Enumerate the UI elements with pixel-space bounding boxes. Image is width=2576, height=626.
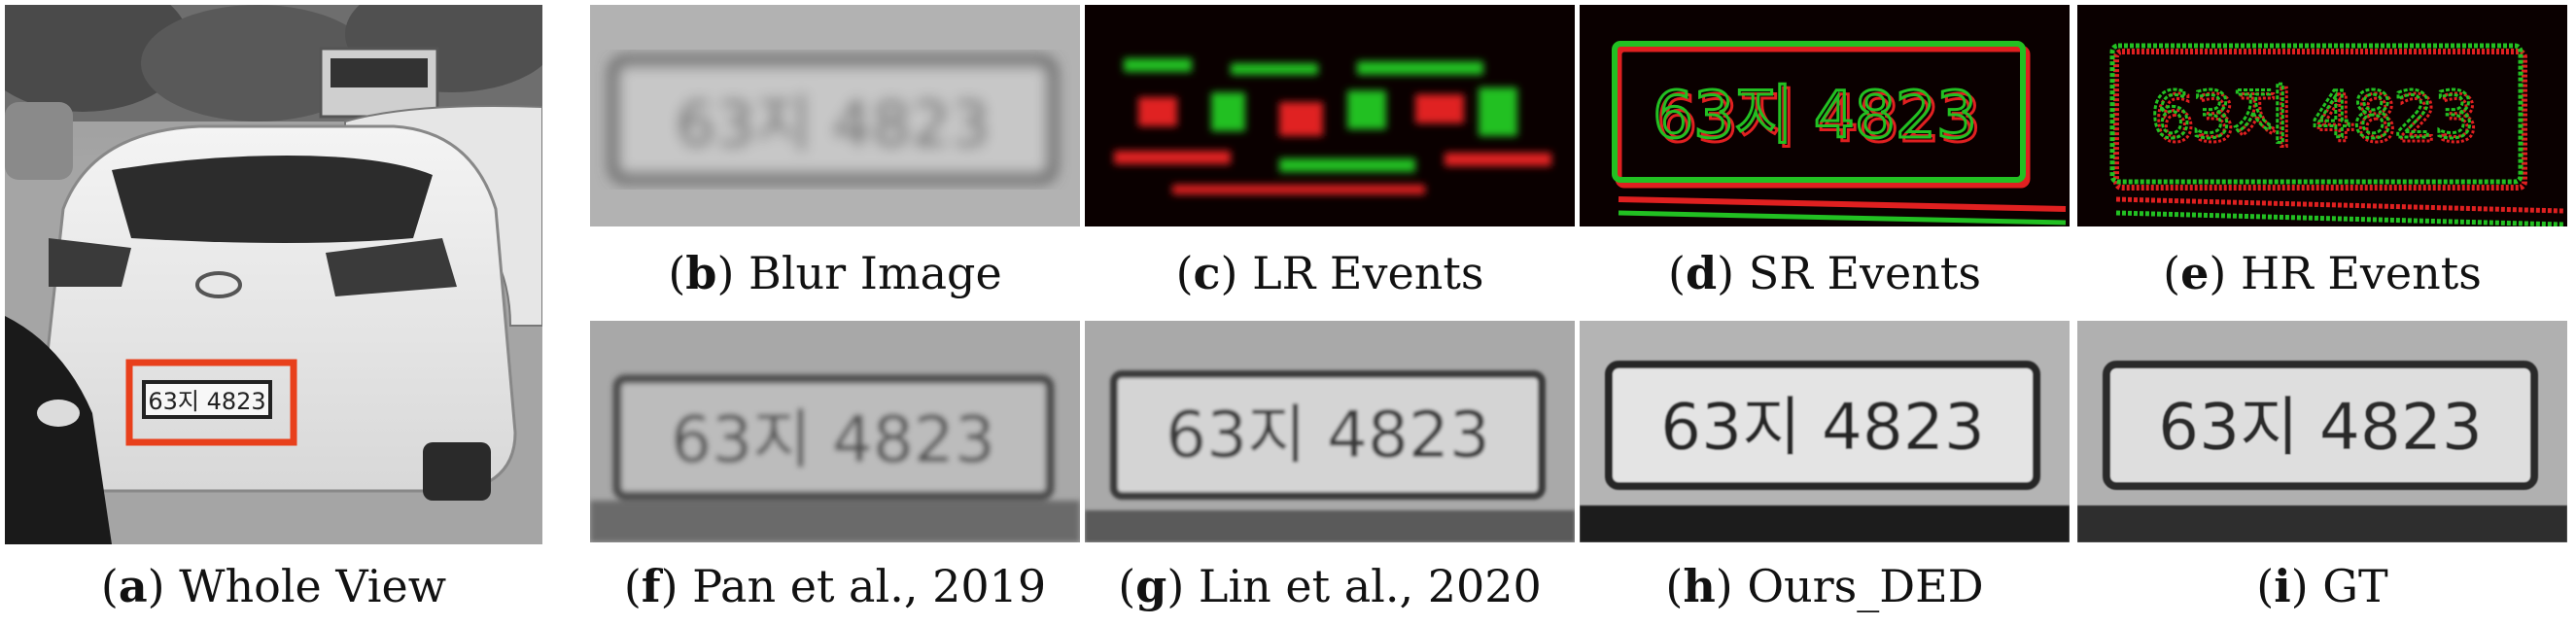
caption-c-letter: c bbox=[1193, 247, 1221, 299]
plate-text-lin: 63지 4823 bbox=[1166, 398, 1490, 472]
caption-a-letter: a bbox=[118, 560, 148, 612]
plate-text-ours: 63지 4823 bbox=[1660, 390, 1985, 465]
panel-a-whole-view: 63지 4823 bbox=[5, 5, 542, 544]
caption-d-letter: d bbox=[1685, 247, 1718, 299]
caption-i-letter: i bbox=[2274, 560, 2291, 612]
caption-b: (b) Blur Image bbox=[668, 247, 1002, 299]
panel-b-blur-image: 63지 4823 bbox=[590, 5, 1080, 226]
plate-text-hr-red: 63지 4823 bbox=[2154, 82, 2479, 156]
caption-i-text: GT bbox=[2322, 560, 2388, 612]
panel-c-lr-events bbox=[1085, 5, 1575, 226]
caption-f-text: Pan et al., 2019 bbox=[692, 560, 1047, 612]
caption-d: (d) SR Events bbox=[1668, 247, 1981, 299]
caption-g-letter: g bbox=[1135, 560, 1167, 612]
plate-text-pan: 63지 4823 bbox=[671, 402, 995, 477]
caption-h: (h) Ours_DED bbox=[1665, 560, 1984, 612]
plate-text-sr-green: 63지 4823 bbox=[1653, 78, 1977, 153]
panel-f-pan-2019: 63지 4823 bbox=[590, 321, 1080, 542]
caption-e: (e) HR Events bbox=[2163, 247, 2482, 299]
plate-text-hr-green: 63지 4823 bbox=[2150, 78, 2475, 153]
highlight-box bbox=[125, 359, 297, 446]
caption-b-text: Blur Image bbox=[748, 247, 1002, 299]
caption-f: (f) Pan et al., 2019 bbox=[623, 560, 1047, 612]
plate-text-gt: 63지 4823 bbox=[2158, 390, 2483, 465]
plate-text-whole-view: 63지 4823 bbox=[148, 388, 265, 415]
plate-text-sr-red: 63지 4823 bbox=[1656, 82, 1981, 156]
caption-h-letter: h bbox=[1683, 560, 1716, 612]
panel-h-ours-ded: 63지 4823 bbox=[1580, 321, 2070, 542]
caption-c: (c) LR Events bbox=[1175, 247, 1484, 299]
caption-e-letter: e bbox=[2180, 247, 2210, 299]
caption-d-text: SR Events bbox=[1748, 247, 1981, 299]
caption-b-letter: b bbox=[685, 247, 717, 299]
caption-g: (g) Lin et al., 2020 bbox=[1118, 560, 1542, 612]
panel-e-hr-events: 63지 4823 63지 4823 bbox=[2077, 5, 2567, 226]
panel-i-gt: 63지 4823 bbox=[2077, 321, 2567, 542]
panel-g-lin-2020: 63지 4823 bbox=[1085, 321, 1575, 542]
caption-g-text: Lin et al., 2020 bbox=[1198, 560, 1542, 612]
caption-e-text: HR Events bbox=[2240, 247, 2482, 299]
caption-f-letter: f bbox=[641, 560, 661, 612]
plate-text-blur: 63지 4823 bbox=[676, 89, 991, 161]
caption-a: (a) Whole View bbox=[100, 560, 447, 612]
caption-c-text: LR Events bbox=[1252, 247, 1484, 299]
caption-i: (i) GT bbox=[2256, 560, 2388, 612]
panel-d-sr-events: 63지 4823 63지 4823 bbox=[1580, 5, 2070, 226]
caption-h-text: Ours_DED bbox=[1747, 560, 1984, 612]
caption-a-text: Whole View bbox=[179, 560, 447, 612]
